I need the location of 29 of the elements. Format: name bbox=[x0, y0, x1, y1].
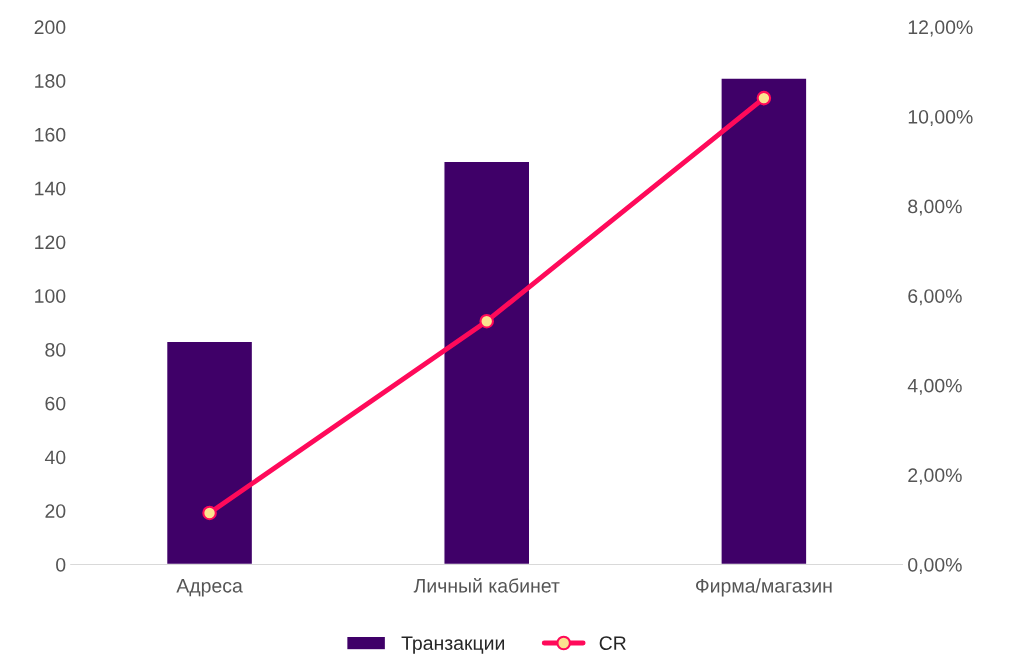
y-tick-label: 200 bbox=[34, 20, 66, 35]
y2-tick-label: 4,00% bbox=[907, 378, 962, 395]
y2-tick-label: 0,00% bbox=[908, 557, 962, 575]
bar bbox=[443, 160, 531, 565]
y-tick-label: 60 bbox=[45, 396, 66, 411]
y-tick-label: 40 bbox=[44, 450, 66, 465]
point bbox=[479, 313, 495, 329]
y2-tick-label: 10,00% bbox=[908, 109, 973, 127]
y-tick-label: 140 bbox=[35, 181, 66, 196]
y2-tick-label: 8,00% bbox=[908, 199, 962, 216]
legend-label: Транзакции bbox=[401, 636, 505, 654]
y-tick-label: 80 bbox=[45, 342, 66, 357]
bar bbox=[165, 340, 254, 565]
y-tick-label: 160 bbox=[35, 127, 66, 142]
point bbox=[756, 90, 772, 106]
point bbox=[202, 505, 217, 521]
bar bbox=[720, 77, 808, 565]
y2-tick-label: 6,00% bbox=[908, 289, 962, 306]
y-tick-label: 100 bbox=[35, 289, 66, 303]
y-tick-label: 20 bbox=[45, 504, 66, 518]
y2-tick-label: 12,00% bbox=[908, 20, 973, 37]
legend-label: CR bbox=[599, 636, 626, 651]
y2-tick-label: 2,00% bbox=[908, 468, 962, 485]
y-tick-label: 0 bbox=[56, 557, 66, 572]
y-tick-label: 120 bbox=[35, 235, 66, 250]
y-tick-label: 180 bbox=[35, 74, 66, 88]
x-tick-label: Личный кабинет bbox=[413, 578, 560, 593]
x-tick-label: Фирма/магазин bbox=[696, 578, 832, 597]
x-tick-label: Адреса bbox=[176, 579, 243, 597]
